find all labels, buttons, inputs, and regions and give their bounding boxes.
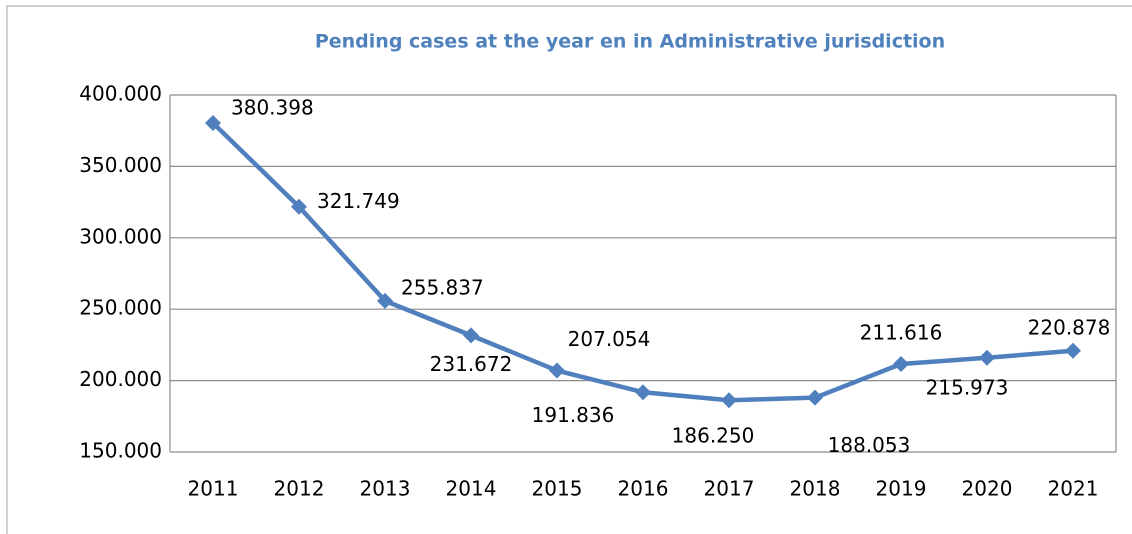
data-point xyxy=(893,356,909,373)
chart-title: Pending cases at the year en in Administ… xyxy=(315,31,945,53)
data-label: 220.878 xyxy=(1028,315,1111,339)
data-line xyxy=(211,121,1074,403)
x-tick-label: 2015 xyxy=(532,477,583,501)
data-point xyxy=(1065,342,1081,359)
y-tick-label: 300.000 xyxy=(79,224,162,248)
x-tick-label: 2016 xyxy=(618,477,669,501)
x-tick-label: 2021 xyxy=(1048,477,1099,501)
x-tick-label: 2017 xyxy=(704,477,755,501)
data-label: 207.054 xyxy=(568,327,651,351)
data-point xyxy=(807,389,823,406)
x-tick-label: 2011 xyxy=(188,477,239,501)
data-point xyxy=(377,292,393,309)
y-tick-label: 200.000 xyxy=(79,367,162,391)
data-label: 211.616 xyxy=(860,321,943,345)
x-tick-label: 2013 xyxy=(360,477,411,501)
data-point xyxy=(291,198,307,215)
data-point xyxy=(205,114,221,131)
data-label: 255.837 xyxy=(401,275,484,299)
x-tick-label: 2018 xyxy=(790,477,841,501)
chart-border xyxy=(6,5,1132,534)
data-label: 188.053 xyxy=(828,433,911,457)
x-tick-label: 2012 xyxy=(274,477,325,501)
data-label: 231.672 xyxy=(430,352,513,376)
x-tick-label: 2014 xyxy=(446,477,497,501)
x-tick-label: 2019 xyxy=(876,477,927,501)
data-label: 380.398 xyxy=(231,95,314,119)
x-tick-label: 2020 xyxy=(962,477,1013,501)
data-point xyxy=(549,362,565,379)
y-tick-label: 400.000 xyxy=(79,82,162,106)
y-tick-label: 250.000 xyxy=(79,296,162,320)
data-point xyxy=(979,349,995,366)
data-label: 191.836 xyxy=(532,403,615,427)
y-tick-label: 150.000 xyxy=(79,439,162,463)
data-label: 186.250 xyxy=(672,424,755,448)
data-point xyxy=(635,384,651,401)
y-tick-label: 350.000 xyxy=(79,153,162,177)
data-label: 321.749 xyxy=(317,189,400,213)
data-label: 215.973 xyxy=(926,375,1009,399)
data-point xyxy=(463,327,479,344)
data-point xyxy=(721,392,737,409)
